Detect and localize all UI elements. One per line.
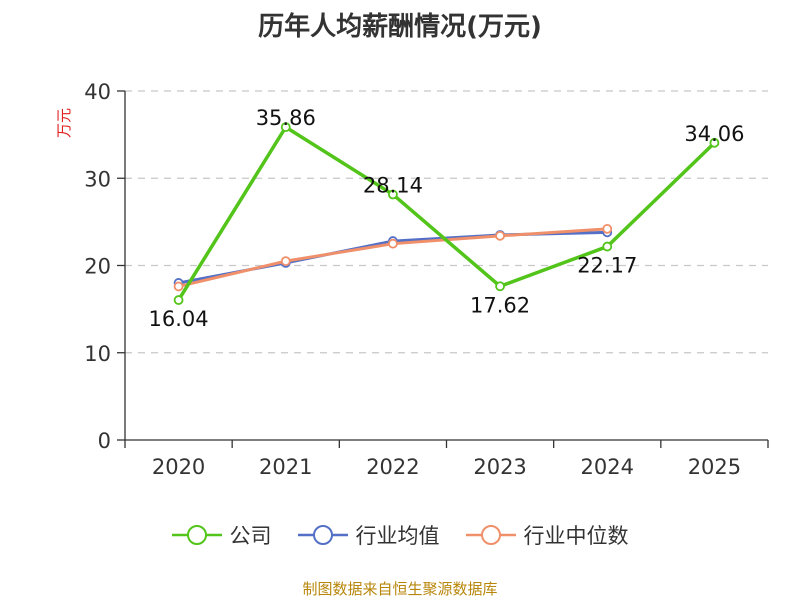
data-point: [280, 256, 291, 267]
x-tick-label: 2021: [259, 455, 312, 479]
y-tick-label: 10: [84, 342, 111, 366]
legend-line-marker-icon: [465, 525, 516, 545]
x-tick-label: 2023: [473, 455, 526, 479]
legend-label: 行业均值: [355, 524, 440, 548]
data-label: 35.86: [256, 106, 316, 130]
chart-title: 历年人均薪酬情况(万元): [258, 12, 542, 42]
y-tick-label: 40: [84, 80, 111, 104]
data-point: [602, 223, 613, 234]
legend-label: 行业中位数: [523, 524, 629, 548]
axes: 0 10 20 30 40 2020 2021 2022 2023 2024 2025 万元: [55, 80, 769, 479]
data-point: [173, 281, 184, 292]
data-point: [495, 230, 505, 241]
y-tick-label: 0: [98, 429, 111, 453]
data-point: [709, 137, 720, 148]
data-label: 17.62: [470, 293, 530, 317]
source-note: 制图数据来自恒生聚源数据库: [302, 580, 498, 598]
data-label: 28.14: [363, 173, 423, 197]
data-point: [280, 122, 291, 133]
data-label: 16.04: [149, 307, 209, 331]
legend-label: 公司: [229, 524, 272, 548]
data-label: 34.06: [684, 122, 744, 146]
x-tick-label: 2022: [366, 455, 419, 479]
x-tick-label: 2020: [152, 455, 205, 479]
y-tick-label: 20: [84, 255, 111, 279]
data-point: [388, 189, 398, 200]
legend-line-marker-icon: [297, 525, 348, 545]
legend-item-company[interactable]: 公司: [171, 520, 272, 550]
data-labels: 16.04 35.86 28.14 17.62 22.17 34.06: [149, 106, 745, 331]
legend-item-industry-median[interactable]: 行业中位数: [465, 520, 629, 550]
x-tick-label: 2025: [688, 455, 741, 479]
y-tick-label: 30: [84, 167, 111, 191]
grid-lines: [125, 90, 768, 354]
series-lines: [173, 122, 720, 305]
legend: 公司 行业均值 行业中位数: [0, 520, 800, 550]
y-axis-label: 万元: [55, 108, 73, 138]
x-tick-label: 2024: [581, 455, 634, 479]
legend-item-industry-mean[interactable]: 行业均值: [297, 520, 440, 550]
data-point: [495, 281, 505, 292]
data-point: [388, 238, 398, 249]
data-point: [173, 295, 184, 305]
data-point: [602, 241, 613, 252]
series-line-0: [177, 125, 716, 301]
data-label: 22.17: [577, 254, 637, 278]
legend-line-marker-icon: [171, 525, 222, 545]
